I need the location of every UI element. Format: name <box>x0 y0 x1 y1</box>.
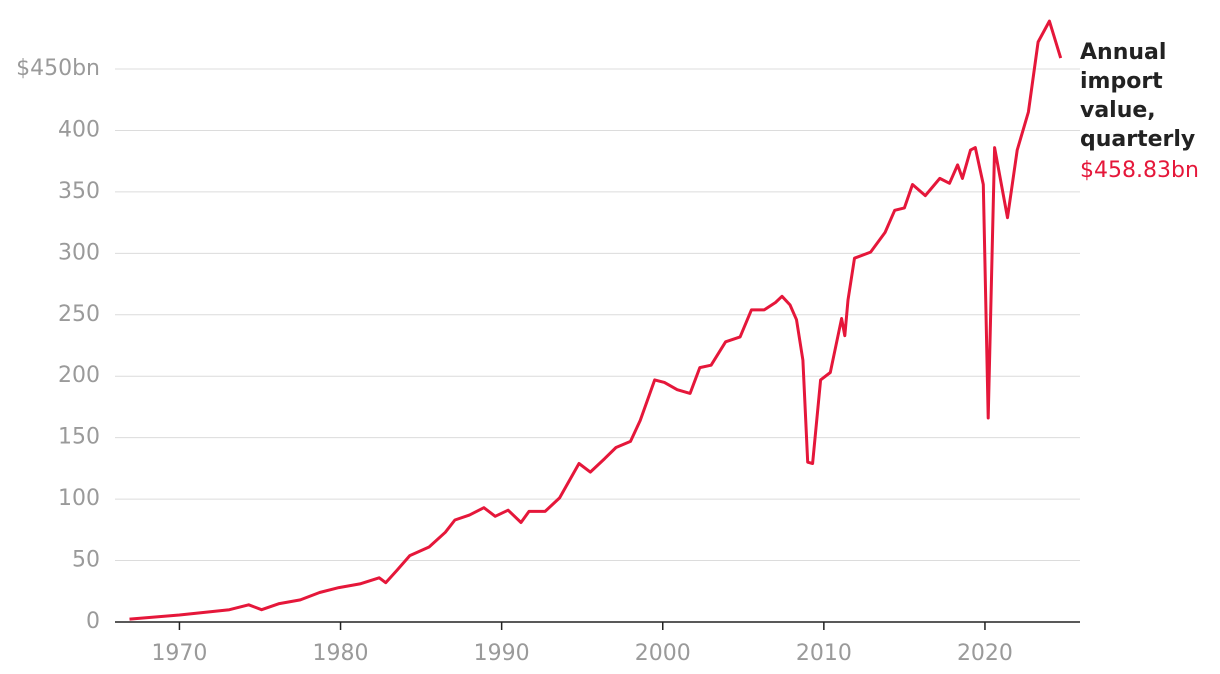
y-tick-label: 300 <box>58 240 100 265</box>
y-tick-label: 200 <box>58 363 100 388</box>
y-tick-label: 50 <box>72 548 100 573</box>
x-tick-label: 2020 <box>957 641 1013 666</box>
x-tick-label: 1970 <box>151 641 207 666</box>
y-tick-label: 400 <box>58 117 100 142</box>
x-tick-label: 1980 <box>313 641 369 666</box>
y-tick-label: 100 <box>58 486 100 511</box>
x-tick-label: 1990 <box>474 641 530 666</box>
y-tick-label: 350 <box>58 179 100 204</box>
data-line <box>129 19 1063 621</box>
series-label-line: import <box>1080 69 1163 94</box>
y-tick-label: $450bn <box>16 56 100 81</box>
series-label-line: Annual <box>1080 40 1166 65</box>
end-value-label: $458.83bn <box>1080 158 1199 183</box>
series-label-line: quarterly <box>1080 127 1195 152</box>
y-tick-label: 250 <box>58 302 100 327</box>
x-tick-label: 2000 <box>635 641 691 666</box>
y-tick-label: 0 <box>86 609 100 634</box>
series-label: Annual import value, quarterly <box>1080 40 1195 152</box>
y-tick-label: 150 <box>58 425 100 450</box>
x-tick-label: 2010 <box>796 641 852 666</box>
series-label-line: value, <box>1080 98 1156 123</box>
